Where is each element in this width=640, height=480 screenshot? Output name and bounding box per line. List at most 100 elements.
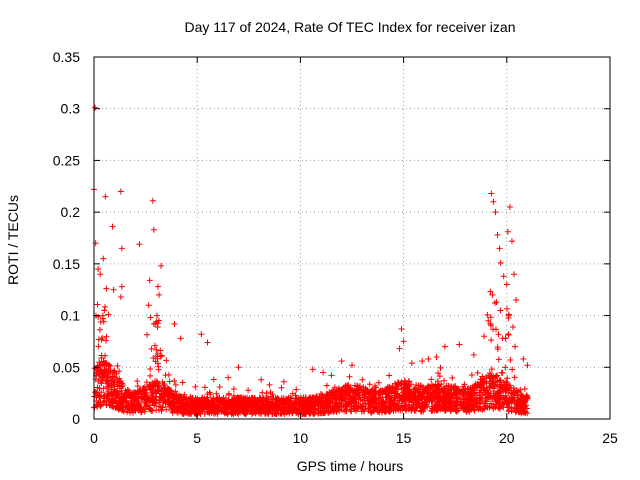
data-point	[419, 388, 426, 395]
data-point	[464, 388, 471, 395]
data-point	[492, 209, 499, 216]
data-point	[101, 392, 108, 399]
data-point	[433, 407, 440, 414]
data-point	[103, 333, 110, 340]
data-point	[125, 401, 132, 408]
data-point	[509, 366, 516, 373]
axis-ticks: 0 5 10 15 20 25 0 0.05 0.1 0.15 0.2 0.25 0.3 0.35	[53, 49, 618, 446]
data-point	[390, 408, 397, 415]
data-point	[293, 395, 300, 402]
data-point	[386, 408, 393, 415]
data-point	[395, 406, 402, 413]
data-point	[524, 362, 531, 369]
data-point	[221, 407, 228, 414]
data-point	[509, 323, 516, 330]
data-point	[98, 375, 105, 382]
data-point	[124, 406, 131, 413]
data-point	[521, 385, 528, 392]
data-point	[102, 352, 109, 359]
data-point	[163, 406, 170, 413]
data-point	[93, 369, 100, 376]
data-point	[501, 398, 508, 405]
data-point	[107, 399, 114, 406]
data-point	[136, 404, 143, 411]
data-point	[322, 409, 329, 416]
data-point	[123, 398, 130, 405]
data-point	[98, 368, 105, 375]
data-point	[100, 358, 107, 365]
data-point	[230, 392, 237, 399]
data-point	[435, 398, 442, 405]
data-point	[333, 397, 340, 404]
data-point	[172, 381, 179, 388]
data-point	[223, 399, 230, 406]
data-point	[307, 395, 314, 402]
data-point	[376, 409, 383, 416]
data-point	[162, 385, 169, 392]
data-point	[118, 283, 125, 290]
data-point	[112, 389, 119, 396]
data-point	[514, 396, 521, 403]
data-point	[400, 338, 407, 345]
data-point	[184, 406, 191, 413]
data-point	[462, 403, 469, 410]
data-point	[512, 343, 519, 350]
data-point	[110, 286, 117, 293]
data-point	[490, 326, 497, 333]
data-point	[98, 389, 105, 396]
data-point	[125, 387, 132, 394]
data-point	[437, 406, 444, 413]
data-point	[188, 408, 195, 415]
y-tick-label: 0.25	[53, 152, 80, 168]
data-point	[520, 408, 527, 415]
data-point	[308, 405, 315, 412]
data-point	[441, 377, 448, 384]
data-point	[166, 378, 173, 385]
data-point	[490, 404, 497, 411]
data-point	[436, 373, 443, 380]
data-point	[497, 259, 504, 266]
data-point	[194, 410, 201, 417]
data-point	[286, 410, 293, 417]
data-point	[485, 317, 492, 324]
data-point	[383, 402, 390, 409]
data-point	[131, 404, 138, 411]
data-point	[338, 394, 345, 401]
data-point	[506, 399, 513, 406]
data-point	[508, 238, 515, 245]
data-point	[95, 378, 102, 385]
data-point	[157, 390, 164, 397]
data-point	[399, 389, 406, 396]
data-point	[118, 407, 125, 414]
data-point	[451, 398, 458, 405]
data-point	[346, 373, 353, 380]
data-point	[95, 313, 102, 320]
data-point	[505, 331, 512, 338]
data-point	[144, 394, 151, 401]
data-point	[371, 383, 378, 390]
data-point	[460, 383, 467, 390]
data-point	[497, 402, 504, 409]
data-point	[106, 395, 113, 402]
y-tick-label: 0.35	[53, 49, 80, 65]
data-point	[335, 387, 342, 394]
data-point	[400, 396, 407, 403]
data-point	[158, 407, 165, 414]
data-point	[487, 288, 494, 295]
data-point	[115, 394, 122, 401]
data-point	[112, 404, 119, 411]
data-point	[401, 384, 408, 391]
data-point	[353, 399, 360, 406]
data-point	[470, 389, 477, 396]
data-point	[210, 376, 217, 383]
data-point	[407, 381, 414, 388]
data-point	[523, 392, 530, 399]
data-point	[134, 378, 141, 385]
data-point	[483, 379, 490, 386]
data-point	[147, 382, 154, 389]
data-point	[328, 390, 335, 397]
x-tick-label: 15	[396, 430, 412, 446]
data-point	[153, 378, 160, 385]
data-point	[504, 404, 511, 411]
data-point	[257, 407, 264, 414]
